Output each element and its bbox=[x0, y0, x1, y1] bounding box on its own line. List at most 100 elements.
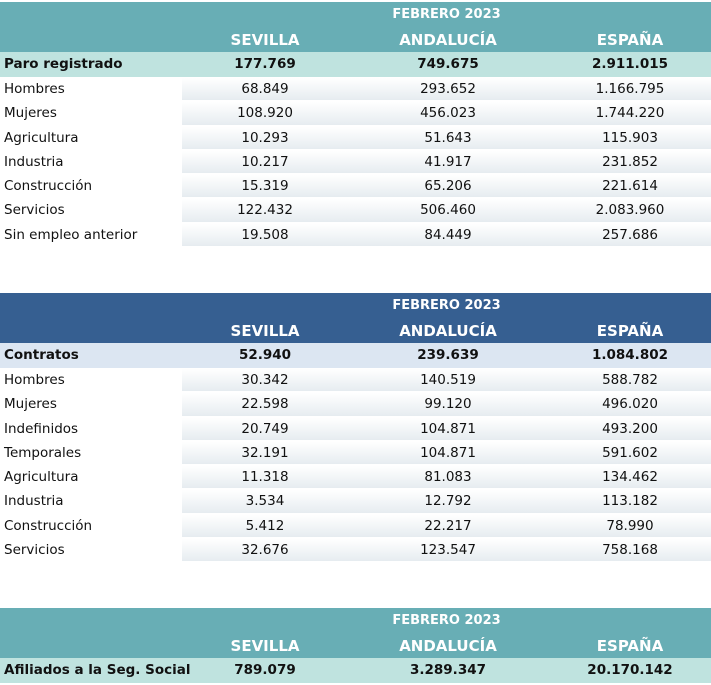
row-label: Hombres bbox=[4, 372, 65, 388]
table-row: Indefinidos 20.749 104.871 493.200 bbox=[0, 417, 711, 441]
table-2: FEBRERO 2023 SEVILLA ANDALUCÍA ESPAÑA Afili… bbox=[0, 608, 711, 683]
value-cells bbox=[182, 102, 711, 125]
table-row: Mujeres 108.920 456.023 1.744.220 bbox=[0, 101, 711, 125]
cell-value: 2.083.960 bbox=[595, 202, 665, 219]
cell-value: 20.749 bbox=[241, 420, 289, 437]
table-header: FEBRERO 2023 SEVILLA ANDALUCÍA ESPAÑA bbox=[0, 2, 711, 52]
row-label: Hombres bbox=[4, 81, 65, 97]
value-cells bbox=[182, 490, 711, 513]
table-row: Agricultura 10.293 51.643 115.903 bbox=[0, 126, 711, 150]
row-label: Agricultura bbox=[4, 469, 79, 486]
cell-value: 1.166.795 bbox=[595, 81, 665, 97]
total-row: Contratos 52.940 239.639 1.084.802 bbox=[0, 343, 711, 368]
total-value: 20.170.142 bbox=[587, 662, 673, 678]
table-0: FEBRERO 2023 SEVILLA ANDALUCÍA ESPAÑA Paro … bbox=[0, 2, 711, 247]
table-row: Industria 3.534 12.792 113.182 bbox=[0, 489, 711, 513]
cell-value: 30.342 bbox=[241, 372, 289, 388]
table-row: Construcción 5.412 22.217 78.990 bbox=[0, 514, 711, 538]
cell-value: 134.462 bbox=[602, 469, 658, 486]
cell-value: 51.643 bbox=[424, 129, 472, 146]
cell-value: 5.412 bbox=[245, 517, 285, 534]
month-label: FEBRERO 2023 bbox=[392, 298, 501, 313]
table-row: Servicios 122.432 506.460 2.083.960 bbox=[0, 198, 711, 222]
cell-value: 122.432 bbox=[237, 202, 293, 219]
column-header: SEVILLA bbox=[230, 322, 300, 340]
table-row: Mujeres 22.598 99.120 496.020 bbox=[0, 392, 711, 416]
table-row: Agricultura 11.318 81.083 134.462 bbox=[0, 465, 711, 489]
value-cells bbox=[182, 175, 711, 198]
cell-value: 293.652 bbox=[420, 81, 476, 97]
total-value: 177.769 bbox=[234, 56, 296, 72]
column-header: ESPAÑA bbox=[596, 322, 664, 340]
cell-value: 113.182 bbox=[602, 493, 658, 510]
row-label: Temporales bbox=[4, 444, 82, 461]
cell-value: 22.598 bbox=[241, 396, 289, 413]
cell-value: 104.871 bbox=[420, 444, 476, 461]
value-cells bbox=[182, 417, 711, 440]
total-value: 1.084.802 bbox=[591, 347, 668, 363]
row-label: Servicios bbox=[4, 542, 65, 559]
cell-value: 19.508 bbox=[241, 226, 289, 243]
cell-value: 115.903 bbox=[602, 129, 658, 146]
total-row: Paro registrado 177.769 749.675 2.911.015 bbox=[0, 52, 711, 77]
cell-value: 588.782 bbox=[602, 372, 658, 388]
cell-value: 123.547 bbox=[420, 542, 476, 559]
cell-value: 32.191 bbox=[241, 444, 289, 461]
cell-value: 456.023 bbox=[420, 105, 476, 122]
cell-value: 221.614 bbox=[602, 178, 658, 195]
column-header: SEVILLA bbox=[230, 31, 300, 49]
cell-value: 41.917 bbox=[424, 153, 472, 170]
row-label: Agricultura bbox=[4, 129, 79, 146]
cell-value: 104.871 bbox=[420, 420, 476, 437]
total-row: Afiliados a la Seg. Social 789.079 3.289.3… bbox=[0, 658, 711, 683]
row-label: Construcción bbox=[4, 178, 93, 195]
value-cells bbox=[182, 393, 711, 416]
row-label: Paro registrado bbox=[4, 56, 123, 72]
row-label: Mujeres bbox=[4, 105, 57, 122]
cell-value: 10.217 bbox=[241, 153, 289, 170]
cell-value: 108.920 bbox=[237, 105, 293, 122]
cell-value: 231.852 bbox=[602, 153, 658, 170]
table-1: FEBRERO 2023 SEVILLA ANDALUCÍA ESPAÑA Contr… bbox=[0, 293, 711, 562]
table-row: Sin empleo anterior 19.508 84.449 257.686 bbox=[0, 223, 711, 247]
cell-value: 84.449 bbox=[424, 226, 472, 243]
total-value: 789.079 bbox=[234, 662, 296, 678]
column-header: ANDALUCÍA bbox=[399, 31, 497, 49]
month-label: FEBRERO 2023 bbox=[392, 613, 501, 628]
row-label: Sin empleo anterior bbox=[4, 226, 138, 243]
row-label: Industria bbox=[4, 153, 64, 170]
cell-value: 78.990 bbox=[606, 517, 654, 534]
cell-value: 3.534 bbox=[245, 493, 285, 510]
value-cells bbox=[182, 78, 711, 101]
value-cells bbox=[182, 126, 711, 149]
cell-value: 32.676 bbox=[241, 542, 289, 559]
row-label: Contratos bbox=[4, 347, 79, 363]
cell-value: 758.168 bbox=[602, 542, 658, 559]
cell-value: 506.460 bbox=[420, 202, 476, 219]
table-header: FEBRERO 2023 SEVILLA ANDALUCÍA ESPAÑA bbox=[0, 293, 711, 343]
total-value: 52.940 bbox=[238, 347, 292, 363]
row-label: Construcción bbox=[4, 517, 93, 534]
value-cells bbox=[182, 223, 711, 247]
table-row: Hombres 68.849 293.652 1.166.795 bbox=[0, 77, 711, 101]
total-value: 749.675 bbox=[417, 56, 479, 72]
row-label: Industria bbox=[4, 493, 64, 510]
total-value: 3.289.347 bbox=[409, 662, 486, 678]
cell-value: 22.217 bbox=[424, 517, 472, 534]
cell-value: 15.319 bbox=[241, 178, 289, 195]
cell-value: 257.686 bbox=[602, 226, 658, 243]
month-label: FEBRERO 2023 bbox=[392, 7, 501, 22]
table-row: Temporales 32.191 104.871 591.602 bbox=[0, 441, 711, 465]
value-cells bbox=[182, 369, 711, 392]
cell-value: 68.849 bbox=[241, 81, 289, 97]
value-cells bbox=[182, 514, 711, 538]
table-row: Industria 10.217 41.917 231.852 bbox=[0, 150, 711, 174]
total-value: 239.639 bbox=[417, 347, 479, 363]
cell-value: 140.519 bbox=[420, 372, 476, 388]
row-label: Afiliados a la Seg. Social bbox=[4, 662, 191, 678]
column-header: ESPAÑA bbox=[596, 637, 664, 655]
column-header: SEVILLA bbox=[230, 637, 300, 655]
row-label: Mujeres bbox=[4, 396, 57, 413]
cell-value: 591.602 bbox=[602, 444, 658, 461]
cell-value: 65.206 bbox=[424, 178, 472, 195]
